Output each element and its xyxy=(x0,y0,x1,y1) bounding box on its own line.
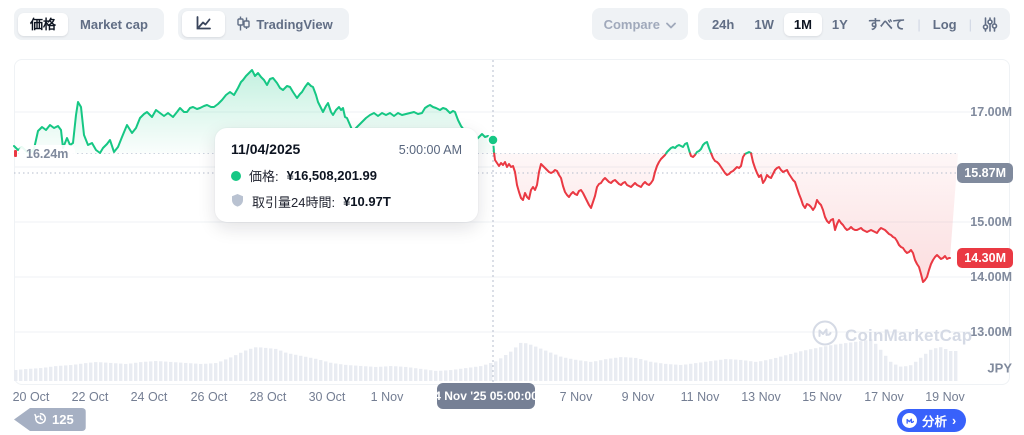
selected-date-badge: 4 Nov '25 05:00:00 xyxy=(434,383,538,409)
tradingview-label: TradingView xyxy=(256,16,333,32)
x-tick-label: 13 Nov xyxy=(741,390,781,404)
x-tick-label: 11 Nov xyxy=(680,390,720,404)
currency-label: JPY xyxy=(987,360,1012,376)
compare-button[interactable]: Compare xyxy=(591,8,688,40)
clock-history-icon xyxy=(34,412,47,428)
x-tick-label: 7 Nov xyxy=(559,390,593,404)
y-tick-label: 13.00M xyxy=(970,325,1012,339)
x-tick-label: 19 Nov xyxy=(925,390,965,404)
price-series-dot-icon xyxy=(231,170,241,181)
x-tick-label: 24 Oct xyxy=(130,390,168,404)
y-tick-label: 17.00M xyxy=(970,105,1012,119)
tooltip-time: 5:00:00 AM xyxy=(398,143,462,157)
x-tick-label: 15 Nov xyxy=(802,390,842,404)
line-chart-view-button[interactable] xyxy=(182,11,226,37)
tab-market-cap[interactable]: Market cap xyxy=(68,13,160,36)
time-range-group: 24h 1W 1M 1Y すべて | Log | xyxy=(697,8,1010,40)
coinmarketcap-watermark: CoinMarketCap xyxy=(812,320,972,351)
range-すべて[interactable]: すべて xyxy=(858,13,916,36)
x-tick-label: 30 Oct xyxy=(308,390,346,404)
coinmarketcap-logo-icon xyxy=(812,320,838,351)
sliders-icon xyxy=(982,16,998,32)
divider: | xyxy=(917,16,921,32)
cmc-logo-icon xyxy=(902,413,917,428)
divider: | xyxy=(968,16,972,32)
tooltip-price-value: ¥16,508,201.99 xyxy=(286,168,377,183)
shield-icon xyxy=(231,193,244,210)
tab-price[interactable]: 価格 xyxy=(18,12,69,36)
baseline-tick-mark xyxy=(14,150,17,157)
tooltip-date: 11/04/2025 xyxy=(231,141,301,157)
x-tick-label: 17 Nov xyxy=(864,390,904,404)
log-scale-button[interactable]: Log xyxy=(923,13,967,36)
y-tick-label: 15.00M xyxy=(970,215,1012,229)
compare-label: Compare xyxy=(603,16,660,32)
chart-tooltip: 11/04/2025 5:00:00 AM 価格: ¥16,508,201.99… xyxy=(215,128,478,222)
range-1M[interactable]: 1M xyxy=(783,12,822,36)
chevron-right-icon: › xyxy=(952,413,957,428)
last-price-badge: 14.30M xyxy=(957,248,1013,268)
chart-view-toggle: TradingView xyxy=(178,8,349,40)
x-tick-label: 26 Oct xyxy=(190,390,228,404)
hover-price-badge: 15.87M xyxy=(957,163,1013,183)
chevron-down-icon xyxy=(666,17,676,32)
x-tick-label: 20 Oct xyxy=(12,390,50,404)
tooltip-price-label: 価格: xyxy=(249,169,279,184)
toolbar-right: Compare 24h 1W 1M 1Y すべて | Log | xyxy=(591,8,1010,40)
line-chart-icon xyxy=(196,16,212,32)
history-count-button[interactable]: 125 xyxy=(14,408,86,431)
watermark-label: CoinMarketCap xyxy=(845,325,973,345)
x-tick-label: 22 Oct xyxy=(71,390,109,404)
x-tick-label: 9 Nov xyxy=(621,390,655,404)
range-1W[interactable]: 1W xyxy=(744,13,784,36)
chart-settings-button[interactable] xyxy=(974,12,1006,37)
x-tick-label: 1 Nov xyxy=(370,390,404,404)
chart-type-toggle: 価格 Market cap xyxy=(14,8,164,40)
candlestick-icon xyxy=(237,16,251,33)
tooltip-volume-label: 取引量24時間: xyxy=(252,195,336,210)
analyze-button[interactable]: 分析 › xyxy=(897,409,967,432)
analyze-label: 分析 xyxy=(922,415,948,429)
tooltip-volume-value: ¥10.97T xyxy=(343,194,391,209)
y-tick-label: 14.00M xyxy=(970,270,1012,284)
baseline-price-label: 16.24m xyxy=(19,145,76,163)
history-count-label: 125 xyxy=(52,412,74,427)
chart-toolbar: 価格 Market cap TradingView Compare xyxy=(14,8,1010,40)
range-24h[interactable]: 24h xyxy=(702,13,744,36)
range-1Y[interactable]: 1Y xyxy=(822,13,858,36)
tradingview-button[interactable]: TradingView xyxy=(225,11,344,38)
x-tick-label: 28 Oct xyxy=(249,390,287,404)
